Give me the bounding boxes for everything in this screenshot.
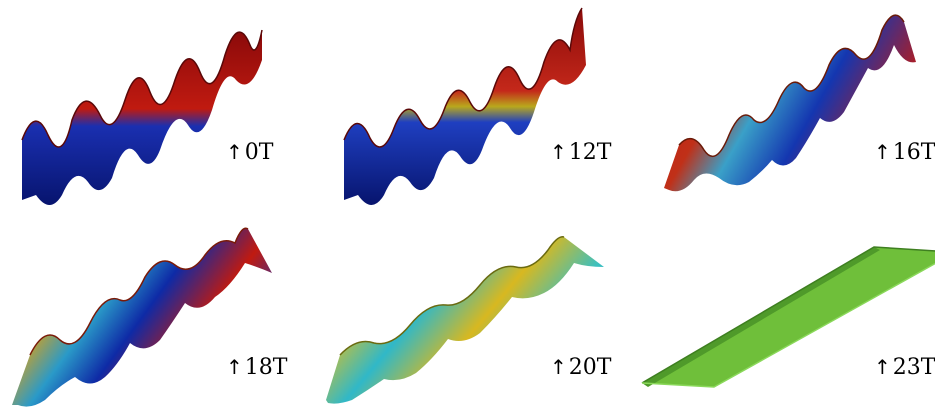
panel-20t: ↑20T bbox=[312, 205, 624, 410]
up-arrow-icon: ↑ bbox=[874, 355, 891, 379]
wavy-strip-16t bbox=[664, 14, 916, 192]
up-arrow-icon: ↑ bbox=[550, 355, 567, 379]
panel-label-12t: ↑12T bbox=[550, 140, 612, 165]
wavy-strip-20t bbox=[326, 236, 604, 404]
up-arrow-icon: ↑ bbox=[550, 140, 567, 164]
panel-label-23t: ↑23T bbox=[874, 355, 935, 380]
panel-0t: ↑0T bbox=[0, 0, 312, 205]
panel-label-18t: ↑18T bbox=[226, 355, 288, 380]
panel-label-16t: ↑16T bbox=[874, 140, 935, 165]
wavy-strip-12t bbox=[343, 7, 586, 205]
up-arrow-icon: ↑ bbox=[874, 140, 891, 164]
panel-18t: ↑18T bbox=[0, 205, 312, 410]
panel-23t: ↑23T bbox=[624, 205, 935, 410]
flat-strip-23t bbox=[641, 246, 935, 388]
panel-label-20t: ↑20T bbox=[550, 355, 612, 380]
wavy-strip-0t bbox=[21, 29, 263, 205]
panel-12t: ↑12T bbox=[312, 0, 624, 205]
panel-16t: ↑16T bbox=[624, 0, 935, 205]
panel-label-0t: ↑0T bbox=[226, 140, 274, 165]
up-arrow-icon: ↑ bbox=[226, 355, 243, 379]
up-arrow-icon: ↑ bbox=[226, 140, 243, 164]
wavy-strip-18t bbox=[12, 227, 272, 407]
